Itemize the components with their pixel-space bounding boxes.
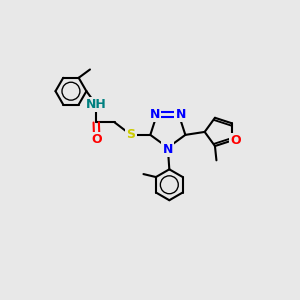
- Text: O: O: [230, 134, 241, 147]
- Text: N: N: [163, 142, 173, 156]
- Text: N: N: [150, 108, 160, 121]
- Text: S: S: [127, 128, 136, 141]
- Text: NH: NH: [86, 98, 106, 111]
- Text: N: N: [176, 108, 186, 121]
- Text: O: O: [92, 133, 102, 146]
